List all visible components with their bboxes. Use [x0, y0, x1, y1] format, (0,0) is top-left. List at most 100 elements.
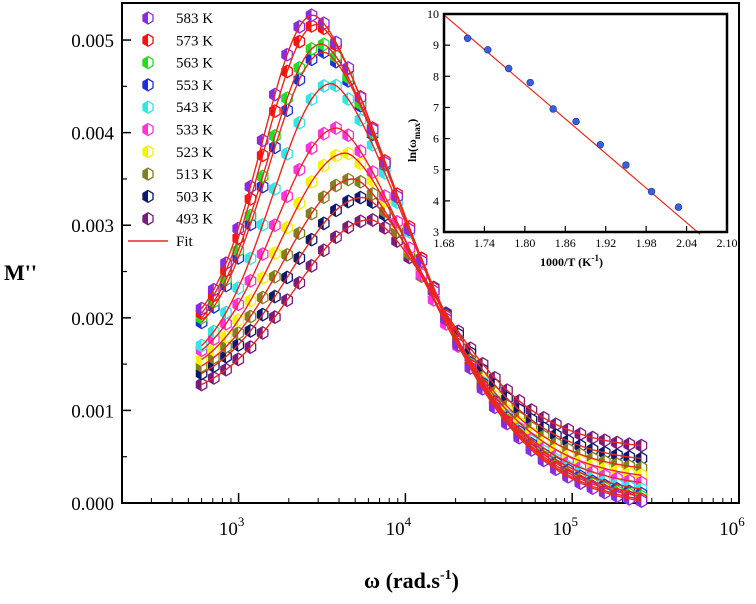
data-point-fill [220, 317, 227, 330]
legend-label: 533 K [176, 123, 213, 139]
inset-x-tick-label: 1.68 [434, 236, 455, 250]
data-point-fill [575, 427, 581, 441]
inset-y-label-end: ) [405, 119, 419, 123]
data-point-fill [245, 324, 251, 338]
fit-curves-layer [201, 14, 642, 502]
inset-y-tick-labels: 3 4 5 6 7 8 9 10 [427, 7, 439, 239]
inset-point [484, 46, 492, 54]
inset-x-tick-label: 1.98 [636, 236, 657, 250]
data-point-fill [281, 147, 288, 161]
inset-y-label-sub: max [412, 122, 422, 139]
legend-entry: 553 K [142, 78, 213, 94]
inset-arrhenius-plot: 1.68 1.74 1.80 1.86 1.92 1.98 2.04 2.10 3 4 5 6 7 8 9… [405, 7, 738, 269]
y-tick-labels: 0.000 0.001 0.002 0.003 0.004 0.005 [71, 31, 114, 515]
x-tick-label: 104 [386, 514, 412, 540]
y-tick-label: 0.004 [71, 124, 114, 145]
main-axis-ticks [122, 39, 740, 504]
legend-entry: 523 K [142, 145, 213, 161]
data-point-fill [306, 9, 312, 22]
data-point-fill [196, 339, 202, 352]
inset-x-label-base: 1000/T (K [540, 255, 592, 269]
inset-point [647, 187, 656, 196]
data-point-fill [257, 326, 263, 340]
legend-entry: 503 K [142, 189, 213, 205]
y-tick-label: 0.002 [71, 309, 114, 330]
data-point-fill [233, 326, 239, 340]
data-point-fill [318, 191, 324, 204]
x-tick-label: 103 [219, 514, 245, 540]
inset-point [622, 161, 630, 169]
legend-label: 553 K [176, 78, 213, 94]
data-point-fill [233, 314, 239, 327]
data-point-fill [220, 330, 227, 343]
inset-frame [442, 12, 729, 234]
inset-y-tick-label: 7 [433, 100, 439, 114]
inset-y-tick-label: 3 [433, 225, 439, 239]
inset-x-tick-label: 1.80 [514, 236, 535, 250]
inset-point [463, 34, 472, 42]
data-point-fill [245, 310, 251, 323]
x-axis-label-base: ω (rad.s [364, 568, 440, 593]
fit-curve-533-K [201, 127, 642, 484]
fit-curve-573-K [201, 23, 642, 500]
data-point-fill [342, 173, 349, 186]
inset-point [549, 105, 557, 113]
x-axis-label: ω (rad.s-1) [364, 568, 459, 593]
legend-entry: 583 K [142, 11, 213, 27]
x-tick-labels: 103 104 105 106 [219, 514, 745, 540]
inset-point [674, 203, 683, 211]
inset-x-tick-label: 1.74 [474, 236, 495, 250]
legend-marker-fill [143, 78, 148, 91]
inset-y-tick-label: 8 [433, 69, 439, 83]
inset-x-axis-label: 1000/T (K-1) [540, 253, 603, 269]
data-point-fill [355, 215, 361, 228]
legend-label: 513 K [176, 167, 213, 183]
data-point-fill [318, 217, 324, 230]
inset-y-tick-label: 4 [433, 194, 439, 208]
fit-curve-583-K [201, 14, 642, 502]
legend-marker-fill [143, 34, 148, 47]
inset-x-tick-labels: 1.68 1.74 1.80 1.86 1.92 1.98 2.04 2.10 [434, 236, 738, 250]
data-point-fill [208, 325, 214, 338]
legend-label: 583 K [176, 11, 213, 27]
data-point-fill [196, 302, 202, 315]
inset-y-tick-label: 9 [433, 38, 439, 52]
data-point-fill [318, 159, 324, 172]
data-point-fill [330, 79, 336, 92]
inset-x-tick-label: 1.86 [555, 236, 576, 250]
inset-x-label-end: ) [599, 255, 603, 269]
inset-y-tick-label: 5 [433, 163, 439, 177]
main-plot-frame [121, 2, 740, 504]
data-point-fill [342, 92, 349, 106]
inset-y-label-base: ln(ω [405, 139, 419, 162]
inset-y-tick-label: 6 [433, 132, 439, 146]
legend-label: 493 K [176, 212, 213, 228]
data-point-fill [306, 259, 312, 273]
y-tick-label: 0.001 [71, 401, 114, 422]
legend-marker-fill [143, 123, 148, 136]
data-point-fill [281, 293, 288, 307]
inset-point [526, 78, 534, 87]
inset-point [596, 141, 605, 149]
inset-x-tick-label: 2.04 [676, 236, 697, 250]
legend-entry: 563 K [142, 56, 213, 72]
x-axis-label-sup: -1 [440, 568, 452, 583]
legend-entry: 543 K [142, 100, 213, 116]
legend-entry: 573 K [142, 33, 213, 49]
legend-marker-fill [143, 212, 148, 225]
x-axis-label-end: ) [452, 568, 459, 593]
data-point-fill [208, 371, 214, 385]
data-point-fill [550, 418, 556, 431]
inset-x-tick-label: 1.92 [595, 236, 616, 250]
data-point-fill [318, 244, 324, 257]
data-point-fill [562, 423, 569, 436]
data-point-fill [318, 17, 324, 30]
legend-marker-fill [143, 56, 148, 69]
legend-fit-label: Fit [176, 234, 194, 250]
legend-entry: 493 K [142, 212, 213, 228]
y-tick-label: 0.005 [71, 31, 114, 52]
data-point-fill [257, 218, 263, 231]
data-point-fill [355, 175, 361, 189]
inset-x-tick-label: 2.10 [717, 236, 738, 250]
